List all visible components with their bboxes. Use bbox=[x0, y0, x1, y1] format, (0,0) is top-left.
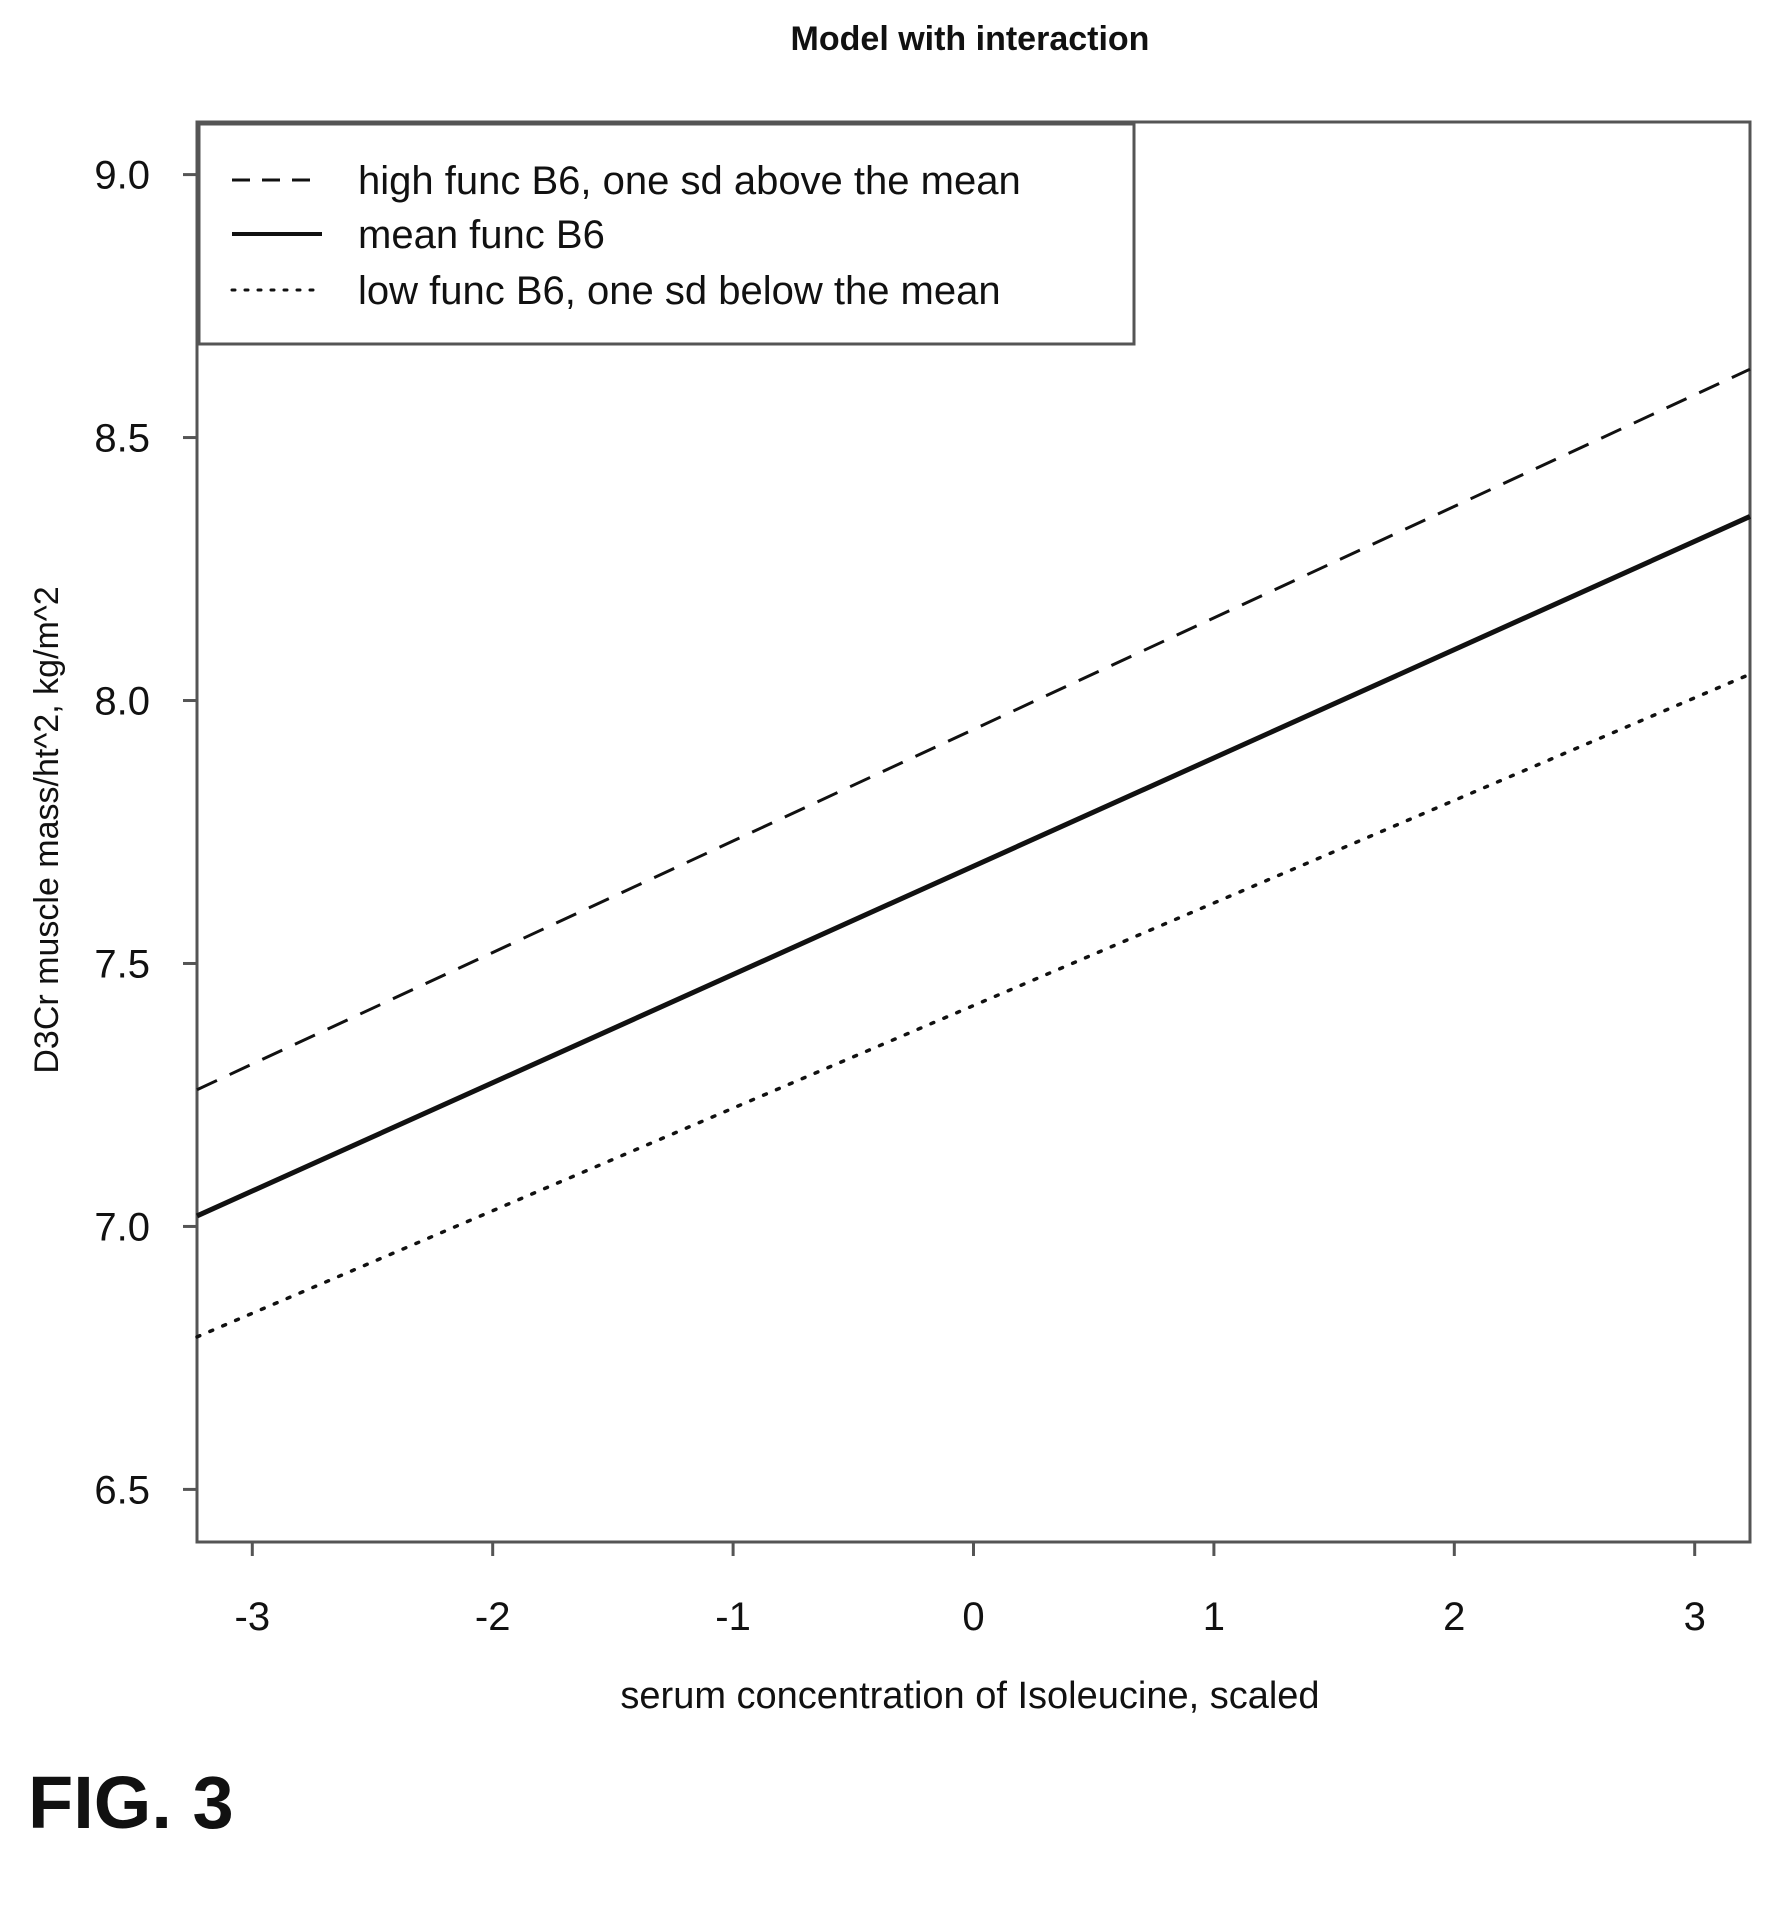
y-tick-label: 8.0 bbox=[94, 680, 150, 724]
legend-box bbox=[197, 122, 1136, 346]
legend: high func B6, one sd above the mean mean… bbox=[197, 122, 1136, 346]
x-tick-label: 1 bbox=[1203, 1595, 1225, 1639]
y-axis: 6.5 7.0 7.5 8.0 8.5 9.0 bbox=[94, 154, 197, 1512]
x-tick-label: -3 bbox=[235, 1595, 271, 1639]
series-line-dashed bbox=[196, 367, 1751, 1092]
x-tick-label: -2 bbox=[475, 1595, 511, 1639]
series-line-dotted bbox=[195, 672, 1752, 1339]
x-tick-label: 3 bbox=[1684, 1595, 1706, 1639]
legend-label-low: low func B6, one sd below the mean bbox=[358, 269, 1001, 313]
y-tick-label: 7.0 bbox=[94, 1205, 150, 1249]
y-tick-label: 7.5 bbox=[94, 942, 150, 986]
legend-label-mean: mean func B6 bbox=[358, 213, 605, 257]
x-tick-label: -1 bbox=[715, 1595, 751, 1639]
x-axis-label: serum concentration of Isoleucine, scale… bbox=[620, 1675, 1319, 1717]
series-line-solid bbox=[195, 514, 1752, 1219]
x-axis: -3 -2 -1 0 1 2 3 bbox=[235, 1542, 1706, 1639]
x-tick-label: 2 bbox=[1443, 1595, 1465, 1639]
y-axis-label: D3Cr muscle mass/ht^2, kg/m^2 bbox=[28, 586, 66, 1073]
y-tick-label: 9.0 bbox=[94, 154, 150, 198]
y-tick-label: 6.5 bbox=[94, 1468, 150, 1512]
y-tick-label: 8.5 bbox=[94, 417, 150, 461]
series-layer bbox=[195, 367, 1752, 1339]
legend-label-high: high func B6, one sd above the mean bbox=[358, 159, 1021, 203]
figure-label: FIG. 3 bbox=[28, 1761, 234, 1844]
x-tick-label: 0 bbox=[962, 1595, 984, 1639]
chart-title: Model with interaction bbox=[791, 20, 1150, 58]
